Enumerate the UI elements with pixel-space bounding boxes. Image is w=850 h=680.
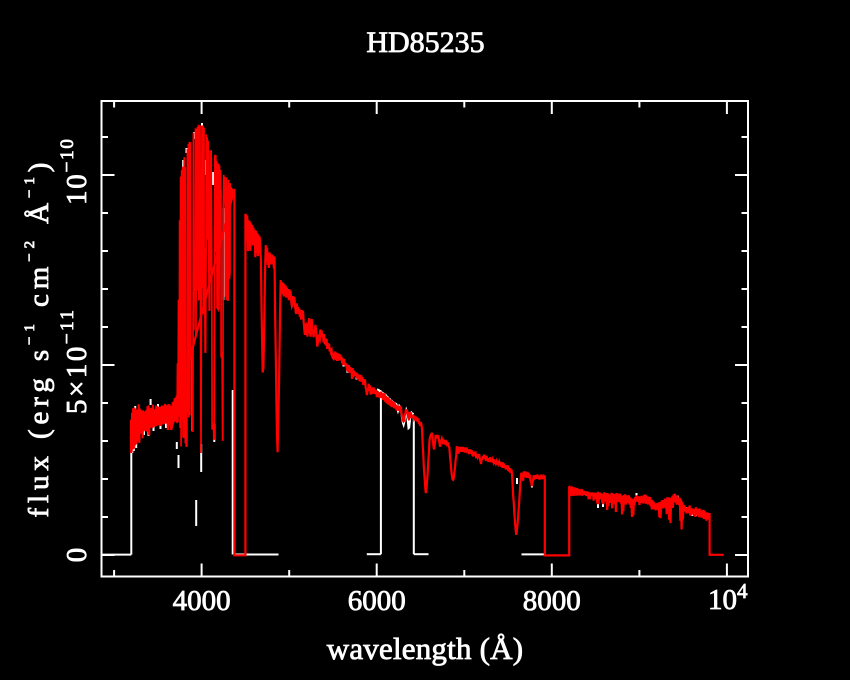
svg-text:6000: 6000 <box>348 585 406 617</box>
svg-text:4000: 4000 <box>173 585 231 617</box>
svg-text:8000: 8000 <box>523 585 581 617</box>
svg-text:flux (erg s−1 cm−2 Å−1): flux (erg s−1 cm−2 Å−1) <box>22 158 55 518</box>
svg-text:wavelength (Å): wavelength (Å) <box>327 631 523 666</box>
svg-text:0: 0 <box>61 548 93 563</box>
svg-text:HD85235: HD85235 <box>366 26 484 59</box>
